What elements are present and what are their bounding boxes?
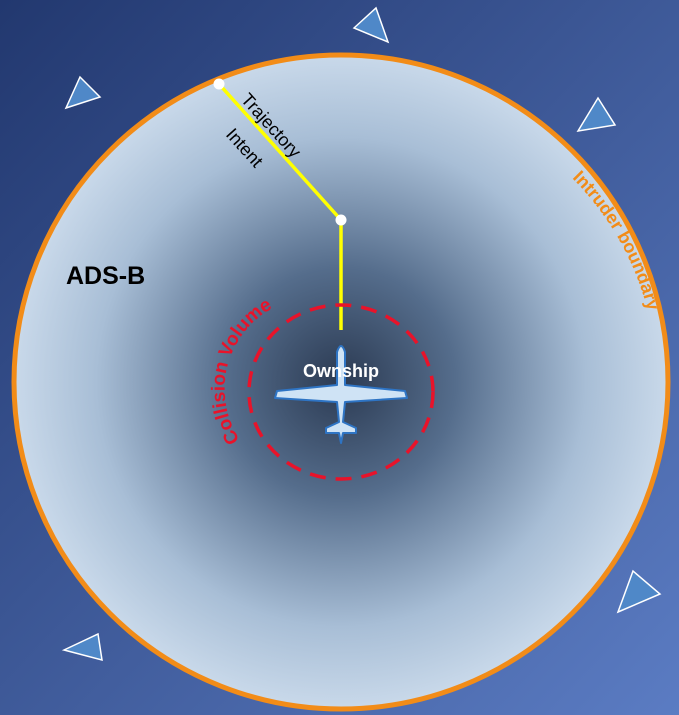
intruder-triangle-icon	[61, 632, 103, 662]
intruder-triangle-icon	[64, 75, 102, 110]
waypoint-dot	[213, 78, 225, 90]
waypoint-dot	[335, 214, 347, 226]
intruder-triangle-icon	[616, 569, 662, 614]
intruder-triangle-icon	[352, 6, 390, 44]
intruder-triangle-icon	[576, 96, 617, 133]
ownship-label: Ownship	[303, 361, 379, 381]
intruder-markers	[61, 6, 662, 662]
ownship-aircraft-icon	[274, 345, 408, 444]
intent-segment	[217, 82, 343, 222]
ads-b-label: ADS-B	[66, 262, 145, 290]
trajectory-intent-line	[213, 78, 347, 330]
collision-volume-circle	[247, 303, 435, 481]
